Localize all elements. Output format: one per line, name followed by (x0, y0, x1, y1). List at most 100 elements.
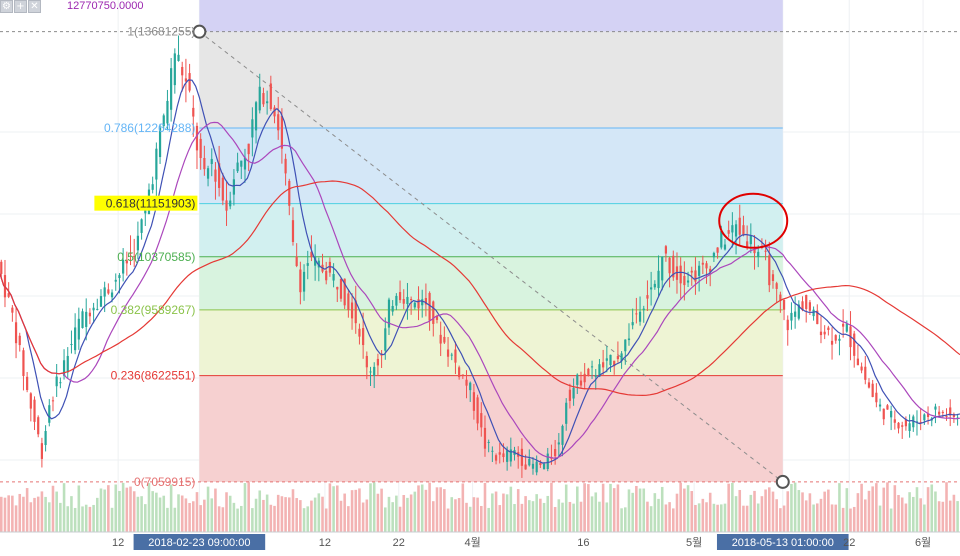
volume-bar (3, 497, 7, 532)
volume-bar (144, 504, 147, 532)
volume-bar (509, 486, 513, 532)
volume-bar (443, 489, 446, 532)
close-icon[interactable]: ✕ (28, 0, 41, 13)
candle-body (254, 102, 258, 131)
candle-body (302, 271, 306, 292)
volume-bar (321, 496, 324, 532)
candle-body (627, 338, 631, 341)
candle-body (749, 235, 752, 245)
volume-bar (782, 505, 786, 532)
candle-body (952, 414, 956, 417)
x-axis-label: 22 (393, 537, 405, 549)
volume-bar (775, 499, 778, 532)
candle-body (435, 316, 439, 320)
volume-bar (734, 496, 738, 532)
volume-bar (210, 498, 214, 532)
volume-bar (797, 490, 801, 532)
volume-bar (11, 495, 14, 532)
volume-bar (561, 502, 564, 532)
volume-bar (7, 495, 10, 532)
annotations[interactable] (718, 192, 789, 249)
candle-body (40, 443, 44, 459)
volume-bar (524, 496, 527, 532)
candle-body (712, 252, 716, 258)
volume-bar (262, 499, 265, 532)
volume-bar (365, 499, 369, 532)
candle-body (893, 419, 896, 423)
volume-bar (22, 496, 25, 532)
volume-bar (520, 503, 524, 532)
fib-start-handle[interactable] (192, 24, 207, 39)
candle-body (753, 249, 756, 254)
volume-bar (668, 502, 671, 532)
volume-bar (118, 490, 121, 532)
plus-icon[interactable]: + (14, 0, 27, 13)
volume-bar (336, 485, 339, 532)
candle-body (280, 115, 284, 149)
volume-bar (409, 494, 413, 532)
candle-body (51, 400, 55, 402)
candle-body (882, 408, 885, 420)
volume-bar (712, 503, 716, 532)
volume-bar (169, 484, 173, 532)
candle-body (107, 289, 110, 294)
candle-body (299, 269, 302, 293)
volume-bar (265, 494, 269, 532)
candle-body (173, 53, 176, 86)
candle-body (616, 356, 620, 360)
volume-bar (852, 506, 856, 532)
fib-end-handle[interactable] (775, 474, 790, 489)
candle-body (376, 358, 380, 366)
candle-body (336, 286, 339, 290)
candle-body (166, 100, 169, 124)
candle-body (450, 354, 453, 356)
candle-body (55, 376, 58, 387)
gear-icon[interactable]: ⚙ (0, 0, 13, 13)
moving-average-lines (0, 79, 960, 464)
volume-bar (162, 495, 166, 532)
volume-bar (306, 506, 310, 532)
candle-body (561, 425, 564, 445)
candle-body (236, 162, 239, 172)
fibonacci-retracement[interactable] (0, 0, 960, 489)
candle-body (195, 125, 199, 151)
volume-bar (793, 482, 797, 532)
candle-body (199, 138, 202, 159)
candle-body (734, 224, 738, 237)
candle-body (912, 416, 915, 428)
volume-bar (435, 487, 439, 532)
volume-bar (121, 482, 125, 532)
candle-body (650, 287, 653, 290)
candle-body (638, 311, 642, 322)
candle-body (155, 148, 158, 180)
volume-bar (720, 504, 723, 532)
candle-body (288, 180, 291, 206)
candle-body (443, 336, 446, 343)
volume-bar (81, 506, 84, 532)
fib-zone (199, 203, 783, 257)
candle-body (923, 414, 926, 421)
candle-body (786, 319, 789, 331)
moving-average-line (0, 180, 960, 397)
volume-bar (358, 488, 361, 532)
volume-bar (908, 492, 911, 532)
volume-bar (812, 504, 815, 532)
volume-bar (886, 482, 889, 532)
candle-body (605, 358, 608, 361)
x-axis-label: 16 (577, 537, 589, 549)
candle-body (890, 410, 893, 418)
candle-body (679, 265, 682, 284)
candle-body (568, 389, 572, 401)
fib-zone (199, 375, 783, 482)
candle-body (243, 157, 247, 170)
candle-body (476, 397, 479, 424)
candle-body (794, 311, 797, 317)
x-axis-label: 22 (843, 537, 855, 549)
volume-bar (487, 507, 490, 532)
candle-body (136, 235, 140, 251)
volume-bar (324, 508, 328, 532)
volume-bar (653, 493, 657, 532)
candle-body (277, 114, 280, 131)
x-axis-label: 4월 (464, 536, 480, 549)
